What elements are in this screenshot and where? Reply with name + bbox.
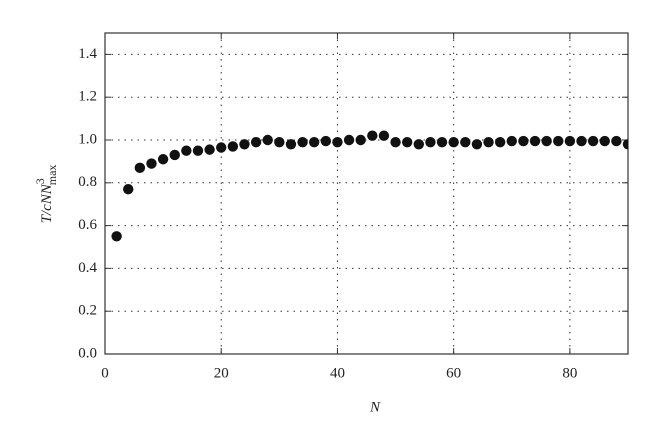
y-tick-label: 0.0 (78, 345, 97, 361)
data-point (343, 134, 355, 146)
data-point (460, 136, 471, 148)
data-point (262, 134, 273, 146)
data-point (506, 135, 517, 147)
data-point (587, 135, 599, 147)
data-point (494, 136, 506, 148)
data-point (576, 135, 587, 147)
data-point (320, 135, 332, 147)
x-tick-label: 0 (101, 365, 109, 381)
data-point (611, 135, 622, 147)
data-point (471, 139, 483, 150)
y-tick-label: 0.2 (78, 303, 97, 319)
data-point (157, 154, 169, 165)
data-point (436, 136, 448, 148)
x-axis-label: N (369, 399, 381, 415)
data-point (192, 145, 204, 156)
data-point (123, 184, 134, 195)
data-point (216, 142, 227, 153)
y-tick-label: 1.0 (78, 131, 97, 147)
data-point (250, 136, 262, 148)
data-point (204, 144, 215, 155)
data-point (518, 135, 529, 147)
data-point (355, 134, 366, 146)
data-point (599, 135, 610, 147)
plot-frame (104, 32, 629, 355)
data-point (239, 139, 250, 150)
x-tick-label: 20 (214, 365, 229, 381)
data-point (378, 130, 390, 141)
data-point (285, 139, 297, 150)
y-tick-label: 1.2 (78, 89, 97, 105)
data-point (332, 136, 343, 148)
data-point (309, 136, 320, 148)
data-point (622, 139, 628, 150)
data-point (367, 130, 378, 141)
data-point (483, 136, 494, 148)
data-point (529, 135, 541, 147)
data-point (227, 141, 239, 152)
y-tick-label: 0.6 (78, 217, 97, 233)
data-point (111, 231, 122, 242)
data-point (134, 162, 146, 174)
y-axis-label: T/cNN3max (33, 165, 59, 224)
data-point (390, 136, 401, 148)
data-point (401, 136, 413, 148)
x-tick-label: 80 (562, 365, 577, 381)
data-point (564, 135, 576, 147)
data-point (297, 136, 308, 148)
data-point (425, 136, 436, 148)
y-tick-label: 1.4 (78, 46, 97, 62)
data-point (413, 139, 424, 150)
data-point (146, 158, 157, 169)
y-tick-label: 0.8 (78, 174, 97, 190)
x-tick-label: 40 (330, 365, 345, 381)
data-point (553, 135, 564, 147)
data-point (181, 145, 192, 156)
data-point (169, 149, 180, 161)
data-point (274, 136, 285, 148)
data-point (448, 136, 459, 148)
data-point (541, 135, 552, 147)
y-tick-label: 0.4 (78, 260, 97, 276)
x-tick-label: 60 (446, 365, 461, 381)
